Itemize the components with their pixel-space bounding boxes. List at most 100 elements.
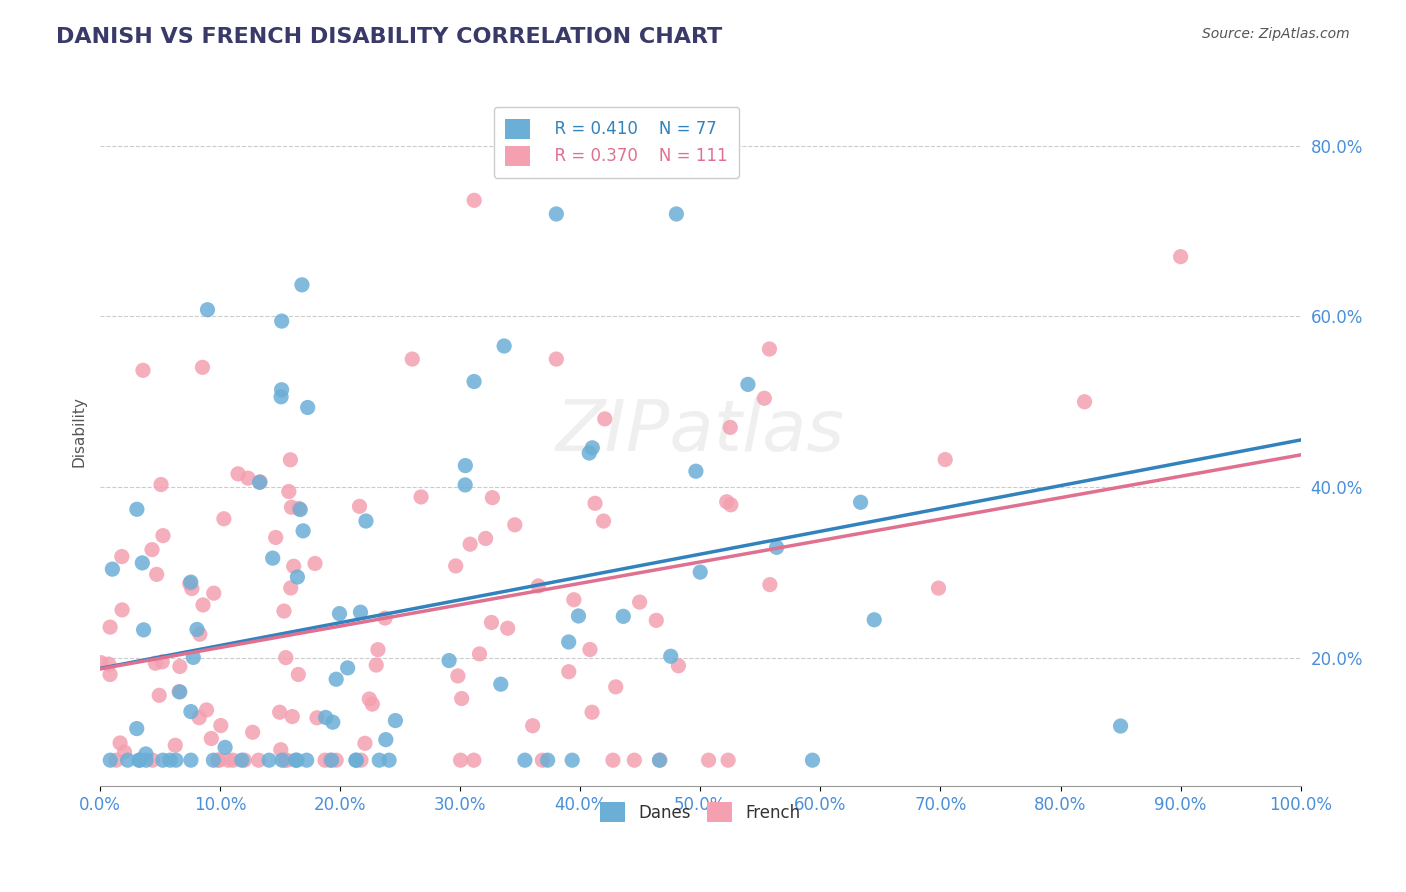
Point [270,390,292,404]
Point [481,615,503,630]
Point [277,484,299,499]
Point [280,581,302,595]
Point [297,401,319,415]
Point [283,559,305,574]
Point [180,582,202,596]
Point [249,475,271,489]
Legend: Danes, French: Danes, French [588,790,813,834]
Point [257,753,280,767]
Point [304,557,326,571]
Point [447,669,470,683]
Point [105,753,128,767]
Point [274,753,297,767]
Point [567,609,589,624]
Point [561,753,583,767]
Point [368,753,391,767]
Point [344,753,367,767]
Point [247,753,270,767]
Point [605,680,627,694]
Point [581,441,603,455]
Point [349,500,371,514]
Point [718,420,741,434]
Point [231,753,253,767]
Point [737,377,759,392]
Text: ZIPatlas: ZIPatlas [555,397,845,467]
Point [325,753,347,767]
Point [1109,719,1132,733]
Point [628,595,651,609]
Point [188,627,211,641]
Point [159,753,181,767]
Point [141,542,163,557]
Point [233,753,256,767]
Point [125,722,148,736]
Point [557,635,579,649]
Point [474,532,496,546]
Point [280,500,302,515]
Point [623,753,645,767]
Point [135,747,157,761]
Point [765,541,787,555]
Point [325,672,347,686]
Point [108,736,131,750]
Point [202,586,225,600]
Point [217,753,239,767]
Point [581,705,603,719]
Point [496,621,519,635]
Point [314,753,336,767]
Point [287,570,309,584]
Point [801,753,824,767]
Point [128,753,150,767]
Point [285,753,308,767]
Point [169,659,191,673]
Point [458,537,481,551]
Point [367,642,389,657]
Point [212,512,235,526]
Point [214,740,236,755]
Point [359,692,381,706]
Point [928,581,950,595]
Point [665,207,688,221]
Point [150,477,173,491]
Point [759,577,782,591]
Point [101,562,124,576]
Point [111,603,134,617]
Point [135,753,157,767]
Point [592,514,614,528]
Point [527,579,550,593]
Point [716,495,738,509]
Point [579,642,602,657]
Point [537,753,560,767]
Point [513,753,536,767]
Point [463,194,485,208]
Point [191,598,214,612]
Point [262,551,284,566]
Point [934,452,956,467]
Point [454,458,477,473]
Point [849,495,872,509]
Point [222,753,245,767]
Point [437,654,460,668]
Point [697,753,720,767]
Point [226,467,249,481]
Point [378,753,401,767]
Point [578,446,600,460]
Point [271,753,294,767]
Point [290,502,312,516]
Point [361,697,384,711]
Point [328,607,350,621]
Point [450,691,472,706]
Point [242,725,264,739]
Point [287,667,309,681]
Point [152,529,174,543]
Point [863,613,886,627]
Point [141,753,163,767]
Point [97,657,120,672]
Point [191,360,214,375]
Point [200,731,222,746]
Point [188,711,211,725]
Point [481,491,503,505]
Point [131,556,153,570]
Point [349,605,371,619]
Point [612,609,634,624]
